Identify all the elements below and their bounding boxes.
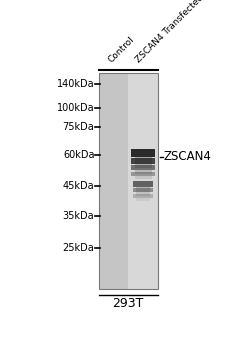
Bar xyxy=(133,194,153,197)
Bar xyxy=(131,158,155,163)
Bar xyxy=(135,176,152,179)
Text: 75kDa: 75kDa xyxy=(63,122,94,132)
Bar xyxy=(136,197,150,201)
Bar xyxy=(133,181,153,187)
Bar xyxy=(131,149,155,158)
Text: Control: Control xyxy=(106,35,136,65)
Bar xyxy=(136,187,150,192)
Text: 35kDa: 35kDa xyxy=(63,211,94,221)
Bar xyxy=(99,73,128,289)
Bar xyxy=(135,158,152,164)
Text: 60kDa: 60kDa xyxy=(63,150,94,160)
Bar xyxy=(136,193,150,196)
Bar xyxy=(128,73,158,289)
Text: ZSCAN4: ZSCAN4 xyxy=(164,150,212,163)
Text: 100kDa: 100kDa xyxy=(57,103,94,113)
Bar xyxy=(135,170,152,174)
Text: 140kDa: 140kDa xyxy=(57,79,94,89)
Text: 293T: 293T xyxy=(113,297,144,310)
Bar xyxy=(131,172,155,176)
Text: 45kDa: 45kDa xyxy=(63,181,94,191)
Bar xyxy=(133,188,153,193)
Bar xyxy=(131,165,155,170)
Bar xyxy=(99,73,158,289)
Text: ZSCAN4 Transfected: ZSCAN4 Transfected xyxy=(134,0,205,65)
Text: 25kDa: 25kDa xyxy=(63,243,94,253)
Bar xyxy=(135,163,152,168)
